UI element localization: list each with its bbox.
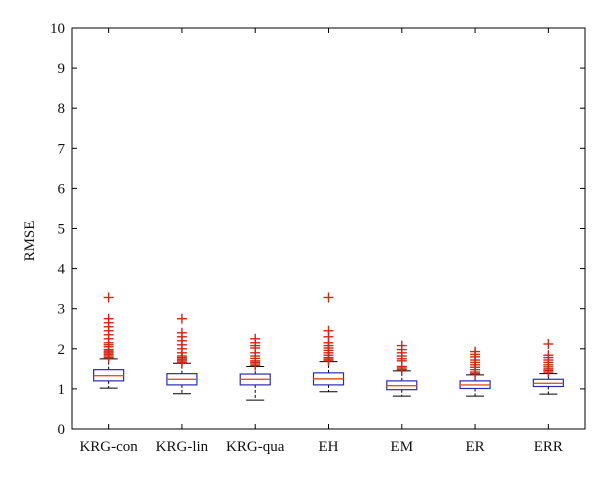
- x-tick-label: KRG-con: [79, 439, 138, 455]
- outlier-marker: [103, 313, 114, 324]
- x-tick-label: KRG-lin: [156, 439, 209, 455]
- y-tick-label: 3: [58, 302, 66, 318]
- box-em: [386, 340, 418, 397]
- outlier-marker: [176, 327, 187, 338]
- y-tick-label: 1: [58, 382, 66, 398]
- outlier-marker: [323, 325, 334, 336]
- outlier-marker: [543, 350, 554, 361]
- box-eh: [312, 292, 345, 393]
- x-tick-label: KRG-qua: [226, 439, 285, 455]
- box-err: [532, 338, 564, 395]
- plot-frame: [71, 27, 586, 430]
- outlier-marker: [250, 333, 261, 344]
- box-series: [93, 292, 564, 401]
- y-tick-label: 2: [58, 342, 66, 358]
- y-axis-label: RMSE: [22, 221, 38, 262]
- outlier-marker: [323, 292, 334, 303]
- y-tick-label: 9: [58, 61, 66, 77]
- y-tick-label: 7: [58, 141, 66, 157]
- y-tick-label: 6: [58, 181, 66, 197]
- y-tick-label: 8: [58, 101, 66, 117]
- outlier-marker: [543, 338, 554, 349]
- box-krg-qua: [239, 333, 271, 401]
- outlier-marker: [470, 346, 481, 357]
- box-krg-con: [93, 292, 125, 389]
- y-tick-label: 0: [58, 422, 66, 438]
- x-tick-label: EM: [391, 439, 414, 455]
- box-er: [459, 346, 491, 397]
- y-tick-label: 5: [58, 222, 66, 238]
- y-tick-label: 4: [58, 262, 66, 278]
- outlier-marker: [176, 313, 187, 324]
- axes-frame: [71, 27, 586, 430]
- x-tick-label: EH: [319, 439, 339, 455]
- outlier-marker: [396, 340, 407, 351]
- y-tick-label: 10: [50, 21, 65, 37]
- y-axis-ticks: 0 1 2 3 4 5 6 7 8 9 10: [50, 21, 585, 438]
- outlier-marker: [103, 292, 114, 303]
- x-axis-ticks: KRG-con KRG-lin KRG-qua EH EM ER ERR: [79, 28, 563, 455]
- x-tick-label: ER: [465, 439, 484, 455]
- x-tick-label: ERR: [534, 439, 563, 455]
- box-krg-lin: [166, 313, 198, 395]
